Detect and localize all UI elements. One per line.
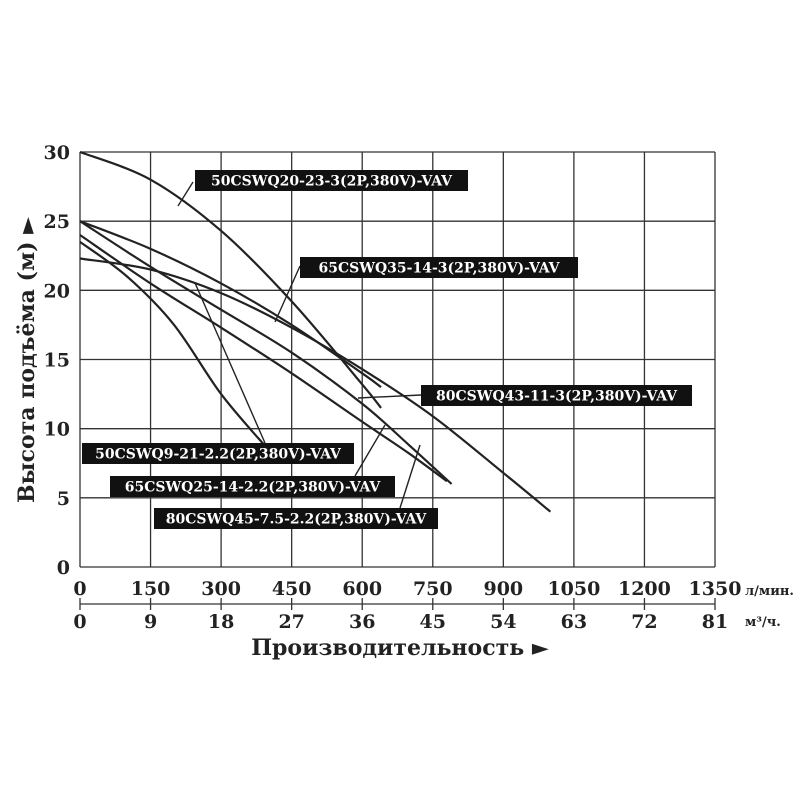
y-tick-label: 20 <box>44 280 70 302</box>
x-tick-label-primary: 150 <box>131 578 171 600</box>
series-label-box-1 <box>195 170 468 191</box>
x-tick-label-secondary: 0 <box>73 611 86 633</box>
x-tick-label-primary: 1350 <box>689 578 742 600</box>
x-tick-label-primary: 750 <box>413 578 453 600</box>
y-tick-label: 10 <box>44 419 70 441</box>
series-label-6: 80CSWQ45-7.5-2.2(2P,380V)-VAV <box>166 512 428 528</box>
series-label-leader-6 <box>399 444 421 509</box>
x-tick-label-secondary: 27 <box>278 611 304 633</box>
series-label-box-6 <box>154 508 438 529</box>
x-tick-label-primary: 300 <box>201 578 241 600</box>
series-label-1: 50CSWQ20-23-3(2P,380V)-VAV <box>211 174 453 190</box>
y-axis-title: Высота подъёма (м) ► <box>14 217 40 503</box>
series-label-leader-4 <box>194 282 266 444</box>
x-tick-label-secondary: 54 <box>490 611 516 633</box>
series-label-box-5 <box>110 476 395 497</box>
y-tick-label: 25 <box>44 211 70 233</box>
y-tick-label: 15 <box>44 350 70 372</box>
x-tick-label-primary: 0 <box>73 578 86 600</box>
y-tick-label: 30 <box>44 142 70 164</box>
x-tick-label-secondary: 45 <box>420 611 446 633</box>
y-tick-label: 5 <box>57 488 70 510</box>
series-curve-1 <box>79 150 382 409</box>
curves <box>79 150 552 513</box>
x-tick-label-primary: 1050 <box>547 578 600 600</box>
x-unit-primary: л/мин. <box>745 584 794 599</box>
series-label-2: 65CSWQ35-14-3(2P,380V)-VAV <box>319 261 561 277</box>
series-label-leader-3 <box>357 394 422 399</box>
x-tick-label-secondary: 72 <box>631 611 657 633</box>
label-leaders <box>177 181 422 509</box>
y-tick-label: 0 <box>57 557 70 579</box>
tick-labels: 0 150 300 450 600 750 900 1050 1200 1350051015202… <box>44 142 742 633</box>
x-tick-label-primary: 1200 <box>618 578 671 600</box>
x-tick-label-primary: 450 <box>272 578 312 600</box>
x-tick-label-secondary: 18 <box>208 611 234 633</box>
x-tick-label-primary: 900 <box>483 578 523 600</box>
series-label-leader-1 <box>177 181 194 207</box>
series-curve-6 <box>79 234 448 483</box>
series-curve-2 <box>79 220 382 389</box>
series-labels: 50CSWQ20-23-3(2P,380V)-VAV 65CSWQ35-14-3(… <box>82 170 692 529</box>
x-unit-secondary: м³/ч. <box>745 615 781 630</box>
series-label-leader-2 <box>274 265 301 323</box>
x-tick-label-secondary: 36 <box>349 611 375 633</box>
x-tick-label-secondary: 81 <box>702 611 728 633</box>
series-label-4: 50CSWQ9-21-2.2(2P,380V)-VAV <box>95 447 342 463</box>
series-label-5: 65CSWQ25-14-2.2(2P,380V)-VAV <box>125 480 382 496</box>
x-tick-label-secondary: 63 <box>561 611 587 633</box>
x-axis-title: Производительность ► <box>251 635 549 661</box>
grid <box>79 151 716 610</box>
x-tick-label-primary: 600 <box>342 578 382 600</box>
series-curve-4 <box>79 241 269 451</box>
series-curve-5 <box>79 220 453 485</box>
series-label-leader-5 <box>354 424 386 477</box>
series-label-3: 80CSWQ43-11-3(2P,380V)-VAV <box>436 389 678 405</box>
x-tick-label-secondary: 9 <box>144 611 157 633</box>
series-label-box-3 <box>421 385 692 406</box>
series-label-box-2 <box>300 257 578 278</box>
series-label-box-4 <box>82 443 354 464</box>
